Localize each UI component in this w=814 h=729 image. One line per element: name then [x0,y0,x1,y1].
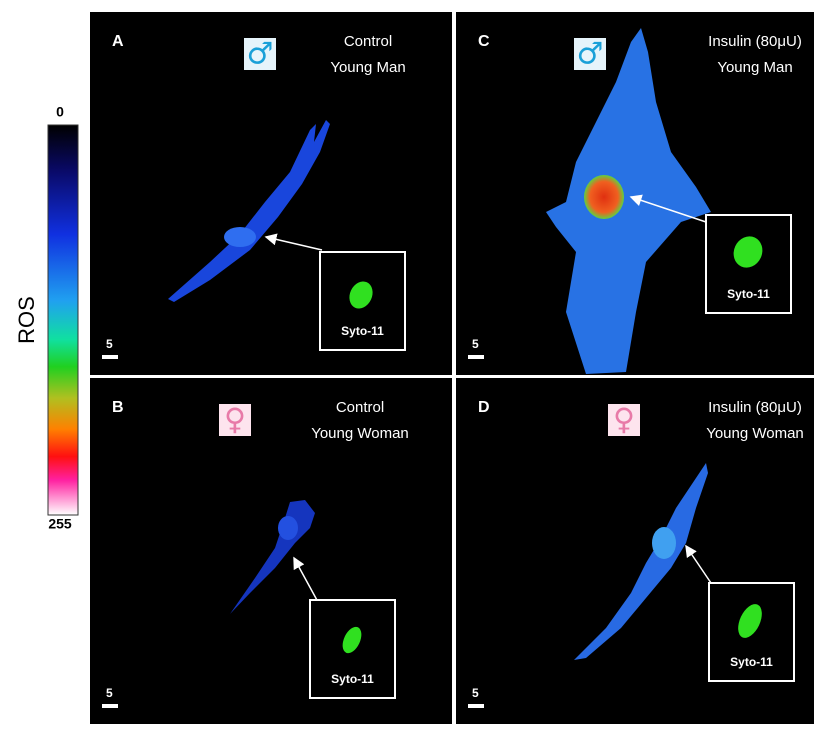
colorbar-gradient [48,125,78,515]
scale-bar [468,704,484,708]
subject-label: Young Woman [706,425,804,442]
panel-letter: D [478,399,490,416]
page: 0 255 ROS Syto-11A♂ControlYoung Man5Syto… [0,0,814,724]
condition-label: Insulin (80μU) [708,33,802,50]
sex-icon: ♂ [577,37,604,72]
subject-label: Young Man [717,59,792,76]
sex-icon: ♀ [224,403,246,438]
inset-label: Syto-11 [730,655,773,669]
scale-bar [102,355,118,359]
condition-label: Control [344,33,392,50]
inset-label: Syto-11 [331,672,374,686]
condition-label: Insulin (80μU) [708,399,802,416]
colorbar: 0 255 ROS [14,104,78,532]
sex-icon: ♂ [247,37,274,72]
inset-label: Syto-11 [341,324,384,338]
scale-label: 5 [106,686,113,700]
colorbar-min: 0 [56,104,64,120]
colorbar-max: 255 [48,516,72,532]
subject-label: Young Man [330,59,405,76]
condition-label: Control [336,399,384,416]
image-panel: Syto-11 A ♂ Control Young Man 5 [90,12,452,375]
scale-label: 5 [106,337,113,351]
image-panel: Syto-11 D ♀ Insulin (80μU) Young Woman 5 [456,378,814,724]
cell-nucleus [278,516,298,540]
panel-letter: C [478,33,490,50]
subject-label: Young Woman [311,425,409,442]
scale-bar [468,355,484,359]
cell-nucleus [224,227,256,247]
inset-label: Syto-11 [727,287,770,301]
colorbar-label: ROS [14,296,39,344]
image-panel: Syto-11 B ♀ Control Young Woman 5 [90,378,452,724]
sex-icon: ♀ [613,403,635,438]
panel-letter: A [112,33,124,50]
scale-bar [102,704,118,708]
panel-letter: B [112,399,124,416]
image-panel: Syto-11 C ♂ Insulin (80μU) Young Man 5 [456,12,814,375]
scale-label: 5 [472,337,479,351]
figure: 0 255 ROS Syto-11A♂ControlYoung Man5Syto… [0,0,814,724]
cell-nucleus [652,527,676,559]
scale-label: 5 [472,686,479,700]
cell-nucleus [584,175,624,219]
